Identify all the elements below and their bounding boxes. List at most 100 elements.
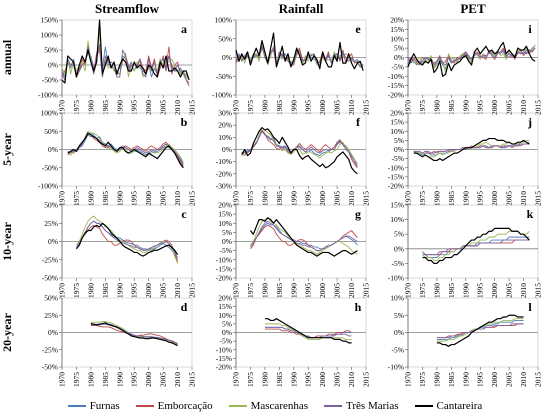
y-tick-label: 100% xyxy=(41,31,59,40)
row-label: 20-year xyxy=(0,313,14,352)
y-tick-label: 15% xyxy=(390,25,404,34)
y-tick-label: -50% xyxy=(42,76,58,85)
y-tick-label: 0% xyxy=(48,328,58,337)
legend-label: Cantareira xyxy=(436,400,483,412)
y-tick-label: -50% xyxy=(42,274,58,283)
series-line-mascarenhas xyxy=(90,321,178,346)
x-tick-label: 1970 xyxy=(404,372,413,387)
legend-label: Emborcação xyxy=(157,400,213,412)
x-tick-label: 1980 xyxy=(86,191,95,206)
x-tick-label: 2005 xyxy=(159,191,168,206)
column-title: Streamflow xyxy=(95,1,160,16)
x-tick-label: 2010 xyxy=(173,100,182,115)
series-line-tr-s-marias xyxy=(264,326,352,339)
y-tick-label: -15% xyxy=(216,354,232,363)
series-line-mascarenhas xyxy=(241,127,358,167)
x-tick-label: 2010 xyxy=(347,283,356,298)
panel-letter: g xyxy=(355,207,361,221)
panel-letter: e xyxy=(355,22,361,36)
y-tick-label: 0% xyxy=(222,328,232,337)
x-tick-label: 1985 xyxy=(101,283,110,298)
series-line-cantareira xyxy=(67,132,184,169)
y-tick-label: -10% xyxy=(216,255,232,264)
x-tick-label: 1970 xyxy=(404,283,413,298)
x-tick-label: 1980 xyxy=(260,283,269,298)
panel-g: -20%-15%-10%-5%0%5%10%15%20% 1970 1975 1980… xyxy=(216,201,371,299)
x-tick-label: 2005 xyxy=(333,100,342,115)
x-tick-label: 1990 xyxy=(115,191,124,206)
y-tick-label: -5% xyxy=(392,345,405,354)
panel-e: -100% -50% 0% 50% 100% 1970 1975 1980 1985 1990 19… xyxy=(212,16,371,116)
chart-legend: Furnas Emborcação Mascarenhas Três Marias Ca… xyxy=(0,398,550,414)
x-tick-label: 2005 xyxy=(505,283,514,298)
x-tick-label: 2010 xyxy=(519,372,528,387)
series-line-tr-s-marias xyxy=(436,323,524,339)
x-tick-label: 2015 xyxy=(362,283,371,298)
x-tick-label: 1975 xyxy=(246,372,255,387)
x-tick-label: 1985 xyxy=(447,191,456,206)
x-tick-label: 2015 xyxy=(534,100,543,115)
x-tick-label: 2015 xyxy=(188,100,197,115)
x-tick-label: 1990 xyxy=(461,191,470,206)
x-tick-label: 2005 xyxy=(333,372,342,387)
plot-area xyxy=(407,204,539,279)
y-tick-label: -20% xyxy=(216,169,232,178)
series-line-tr-s-marias xyxy=(61,46,190,87)
x-tick-label: 1985 xyxy=(447,283,456,298)
legend-label: Furnas xyxy=(89,400,120,412)
x-tick-label: 1970 xyxy=(58,372,67,387)
x-tick-label: 2015 xyxy=(188,191,197,206)
column-title: Rainfall xyxy=(279,1,324,16)
x-tick-label: 1985 xyxy=(275,372,284,387)
series-line-tr-s-marias xyxy=(90,323,178,345)
y-tick-label: 5% xyxy=(222,228,232,237)
x-tick-label: 2015 xyxy=(534,283,543,298)
y-tick-label: 5% xyxy=(394,136,404,145)
x-tick-label: 2010 xyxy=(347,191,356,206)
panel-j: -20%-15%-10%-5%0%5%10%15%20%1970 1975 1980… xyxy=(388,109,543,207)
x-tick-label: 2010 xyxy=(519,283,528,298)
y-tick-label: -100% xyxy=(212,91,232,100)
x-tick-label: 1975 xyxy=(72,283,81,298)
y-tick-label: -50% xyxy=(216,72,232,81)
panel-l: -10% -5% 0% 5% 10% 1970 1975 1980 1985 1990 1995 20… xyxy=(388,294,543,388)
panel-letter: i xyxy=(528,22,532,36)
series-line-cantareira xyxy=(241,126,358,175)
series-line-cantareira xyxy=(413,137,530,162)
series-line-cantareira xyxy=(90,322,178,347)
y-tick-label: -100% xyxy=(38,91,58,100)
legend-item: Mascarenhas xyxy=(228,400,309,412)
row-label: annual xyxy=(0,39,14,75)
x-tick-label: 1990 xyxy=(461,372,470,387)
x-tick-label: 2005 xyxy=(333,191,342,206)
x-tick-label: 1970 xyxy=(58,100,67,115)
y-tick-label: 0% xyxy=(394,244,404,253)
x-tick-label: 1970 xyxy=(58,191,67,206)
x-tick-label: 2015 xyxy=(188,283,197,298)
x-tick-label: 1985 xyxy=(275,100,284,115)
panel-letter: d xyxy=(181,300,188,314)
x-tick-label: 1970 xyxy=(232,283,241,298)
panel-i: -20%-15%-10%-5%0%5%10%15%20%1970 1975 1980… xyxy=(388,16,543,116)
y-tick-label: -20% xyxy=(216,363,232,372)
x-tick-label: 1975 xyxy=(418,283,427,298)
x-tick-label: 1980 xyxy=(432,372,441,387)
y-tick-label: -100% xyxy=(38,182,58,191)
x-tick-label: 1970 xyxy=(404,100,413,115)
x-tick-label: 1985 xyxy=(101,372,110,387)
x-tick-label: 1985 xyxy=(101,100,110,115)
x-tick-label: 2000 xyxy=(490,191,499,206)
x-tick-label: 1975 xyxy=(418,191,427,206)
x-tick-label: 2000 xyxy=(144,283,153,298)
legend-label: Mascarenhas xyxy=(250,400,309,412)
x-tick-label: 1980 xyxy=(260,372,269,387)
x-tick-label: 2000 xyxy=(144,191,153,206)
y-tick-label: 100% xyxy=(41,109,59,118)
x-tick-label: 2010 xyxy=(347,100,356,115)
panel-letter: a xyxy=(181,22,187,36)
y-tick-label: 0% xyxy=(394,328,404,337)
row-label: 10-year xyxy=(0,222,14,261)
x-tick-label: 1975 xyxy=(246,100,255,115)
y-tick-label: -15% xyxy=(388,172,404,181)
y-tick-label: 5% xyxy=(394,311,404,320)
